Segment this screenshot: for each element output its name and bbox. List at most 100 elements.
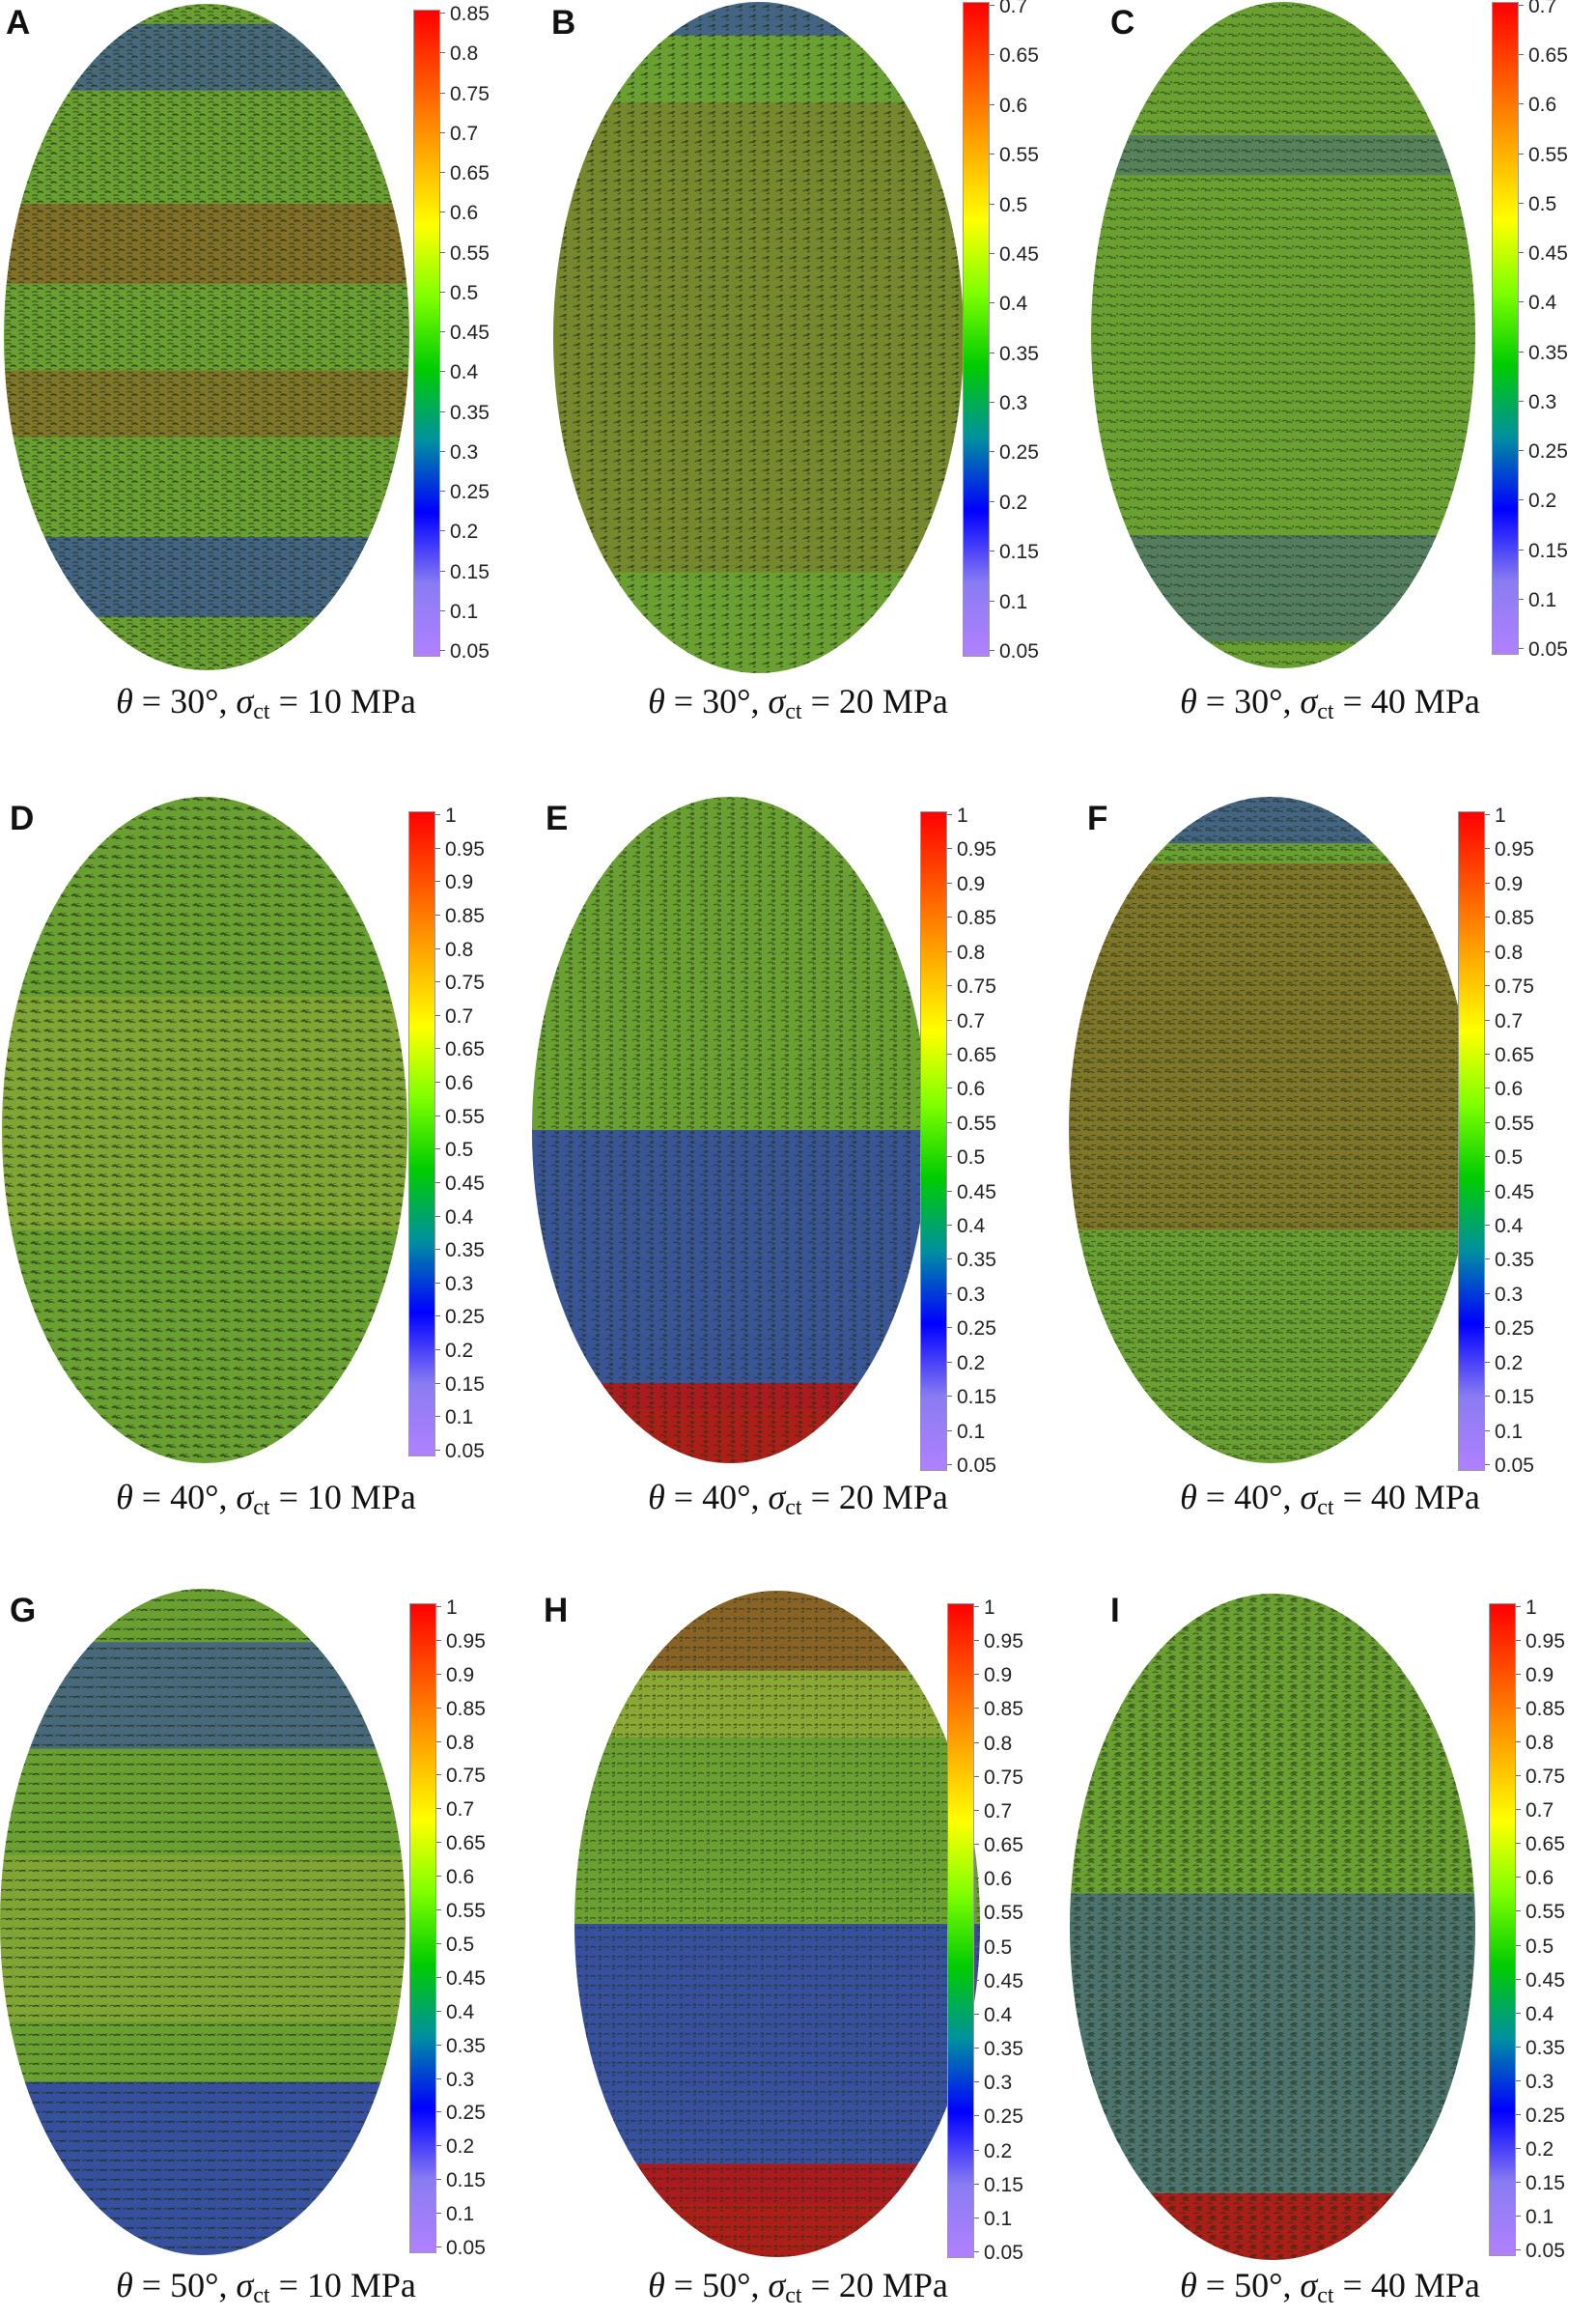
- colorbar-tick: 0.3: [1526, 2070, 1554, 2093]
- panel-caption: θ = 40°, σct = 10 MPa: [116, 1478, 416, 1520]
- colorbar-tick: 0.9: [957, 872, 986, 895]
- colorbar-tick-mark: [990, 154, 994, 155]
- colorbar-tick: 0.05: [445, 1440, 485, 1462]
- colorbar-tick-mark: [1516, 1640, 1521, 1642]
- panel-e: E 1 0.95 0.9 0.85 0.8 0.75 0.7 0.65 0.6 0.55 0.5 0.…: [532, 792, 1064, 1545]
- contour-texture: [2, 797, 407, 1463]
- colorbar-tick: 0.25: [999, 441, 1039, 465]
- colorbar-tick-mark: [990, 600, 994, 602]
- colorbar-tick-mark: [1519, 301, 1524, 303]
- colorbar-tick: 0.1: [450, 600, 479, 623]
- colorbar-tick-mark: [440, 251, 445, 253]
- colorbar-tick: 0.3: [984, 2072, 1013, 2095]
- colorbar-tick: 0.1: [1495, 1420, 1524, 1443]
- colorbar: 0.7 0.65 0.6 0.55 0.5 0.45 0.4 0.35 0.3 0.25 0.2 0.…: [963, 0, 1064, 668]
- colorbar-tick: 0.25: [1495, 1317, 1534, 1341]
- colorbar-tick-mark: [440, 530, 445, 532]
- colorbar-tick: 0.6: [984, 1868, 1013, 1891]
- colorbar-tick: 0.65: [1528, 44, 1568, 68]
- colorbar-gradient: [409, 1603, 436, 2253]
- colorbar-tick: 0.7: [1526, 1799, 1554, 1823]
- contour-ellipse: [2, 797, 407, 1463]
- colorbar-tick-mark: [974, 2115, 979, 2117]
- colorbar-tick: 0.05: [450, 640, 490, 663]
- colorbar-tick: 0.65: [445, 1038, 485, 1061]
- colorbar-tick: 0.2: [957, 1351, 986, 1374]
- panel-letter: C: [1110, 4, 1135, 42]
- colorbar-tick-mark: [1519, 351, 1524, 353]
- panel-caption: θ = 30°, σct = 20 MPa: [648, 682, 948, 724]
- colorbar-tick-mark: [974, 2183, 979, 2185]
- colorbar-tick-mark: [1485, 1121, 1490, 1123]
- colorbar-tick: 0.25: [957, 1317, 996, 1341]
- colorbar-tick-mark: [435, 1349, 440, 1351]
- colorbar-tick: 0.05: [984, 2242, 1023, 2264]
- contour-ellipse: [4, 4, 409, 670]
- colorbar-tick-mark: [974, 1640, 979, 1642]
- colorbar-tick: 0.6: [957, 1078, 986, 1101]
- panel-letter: F: [1087, 800, 1108, 837]
- colorbar-tick-mark: [947, 1190, 952, 1192]
- colorbar-tick: 0.35: [446, 2034, 486, 2057]
- colorbar-tick: 0.75: [984, 1766, 1023, 1789]
- colorbar-tick-mark: [947, 1019, 952, 1021]
- colorbar-tick: 0.9: [984, 1664, 1013, 1687]
- colorbar-tick: 0.55: [1495, 1112, 1534, 1135]
- colorbar-tick-mark: [947, 1121, 952, 1123]
- colorbar-tick: 0.6: [999, 94, 1028, 117]
- colorbar-tick: 0.8: [445, 938, 474, 961]
- colorbar-tick-mark: [1519, 153, 1524, 155]
- colorbar-tick-mark: [974, 1775, 979, 1777]
- colorbar-tick: 0.4: [957, 1215, 986, 1238]
- colorbar-tick-mark: [947, 1429, 952, 1431]
- colorbar-tick-mark: [435, 1282, 440, 1284]
- colorbar-tick-mark: [1519, 252, 1524, 254]
- colorbar-tick: 0.1: [1526, 2205, 1554, 2228]
- colorbar-tick: 0.3: [957, 1283, 986, 1306]
- colorbar-tick-mark: [1485, 950, 1490, 952]
- panel-letter: D: [10, 800, 35, 837]
- contour-ellipse: [532, 797, 928, 1463]
- colorbar-tick-mark: [974, 1741, 979, 1743]
- colorbar: 0.7 0.65 0.6 0.55 0.5 0.45 0.4 0.35 0.3 0.25 0.2 0.…: [1492, 0, 1596, 666]
- colorbar-tick: 0.1: [1528, 588, 1557, 611]
- colorbar-tick-mark: [947, 985, 952, 987]
- colorbar-tick: 0.95: [446, 1629, 486, 1653]
- colorbar-tick-mark: [435, 814, 440, 815]
- colorbar-tick: 0.6: [446, 1866, 475, 1889]
- colorbar-tick-mark: [974, 1809, 979, 1811]
- contour-svg: [1070, 1594, 1475, 2260]
- colorbar-tick-mark: [436, 1673, 441, 1675]
- colorbar-tick-mark: [1485, 1019, 1490, 1021]
- colorbar-tick: 0.8: [446, 1731, 475, 1754]
- panel-d: D 1 0.95 0.9 0.85 0.8 0.75 0.7 0.65 0.6 0.55 0.5 0.…: [0, 792, 532, 1545]
- colorbar-tick: 0.9: [1495, 872, 1524, 895]
- colorbar-tick-mark: [1516, 1944, 1521, 1946]
- colorbar-tick-mark: [1519, 54, 1524, 56]
- colorbar-tick-mark: [440, 570, 445, 572]
- colorbar-tick: 0.15: [445, 1372, 485, 1396]
- colorbar-tick: 0.4: [446, 2000, 475, 2023]
- colorbar-tick-mark: [974, 2149, 979, 2151]
- colorbar-gradient: [920, 811, 947, 1471]
- colorbar-tick: 0.8: [957, 941, 986, 964]
- colorbar-tick-mark: [990, 402, 994, 404]
- colorbar-tick-mark: [435, 1048, 440, 1050]
- colorbar-tick-mark: [974, 1911, 979, 1913]
- colorbar-tick: 0.45: [1495, 1180, 1534, 1203]
- colorbar-tick-mark: [1519, 648, 1524, 649]
- colorbar-tick-mark: [1485, 1053, 1490, 1055]
- colorbar-tick: 0.75: [450, 82, 490, 105]
- colorbar-tick: 0.25: [1526, 2104, 1565, 2127]
- colorbar-tick-mark: [947, 848, 952, 850]
- colorbar-tick-mark: [435, 947, 440, 949]
- colorbar-tick: 0.85: [957, 907, 996, 930]
- panel-b: B 0.7 0.65 0.6 0.55 0.5 0.45 0.4 0.35 0.3 0.25 0.2…: [532, 0, 1064, 753]
- colorbar-tick: 0.25: [1528, 440, 1568, 464]
- colorbar-tick-mark: [440, 291, 445, 293]
- colorbar-tick: 0.65: [446, 1832, 486, 1855]
- contour-texture: [1070, 1594, 1475, 2260]
- colorbar-tick-mark: [435, 847, 440, 849]
- colorbar-tick: 0.2: [450, 521, 479, 544]
- colorbar-tick: 0.45: [984, 1969, 1023, 1992]
